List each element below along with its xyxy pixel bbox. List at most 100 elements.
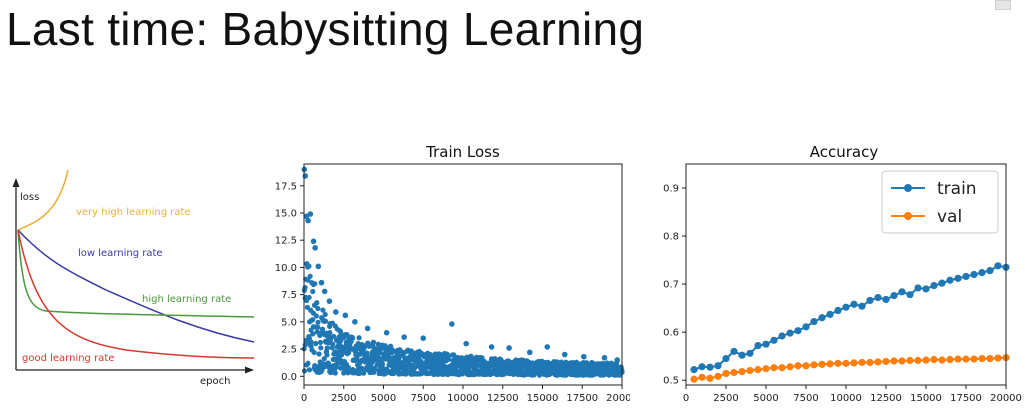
loss-point (342, 312, 349, 319)
loss-ytick-label: 0.0 (281, 372, 297, 383)
loss-point (310, 317, 316, 323)
train-point (786, 329, 794, 337)
loss-point (401, 334, 407, 340)
loss-ytick-label: 2.5 (281, 345, 297, 356)
train-line (693, 264, 1007, 371)
train-point (858, 302, 866, 310)
loss-xtick-label: 17500 (566, 393, 598, 404)
train-point (906, 291, 914, 299)
val-point (786, 363, 794, 371)
train-point (714, 362, 722, 370)
loss-point (315, 319, 321, 325)
train-point (722, 354, 730, 363)
train-loss-svg: Train Loss 0 2500 5000 7500 10000 12500 15000 1… (275, 143, 638, 404)
loss-point (375, 346, 381, 352)
loss-point (364, 325, 371, 332)
legend-train-marker (904, 184, 912, 192)
val-point (754, 366, 762, 374)
train-point (986, 267, 994, 275)
loss-point (310, 238, 317, 245)
loss-ytick-label: 17.5 (275, 181, 297, 192)
loss-point (506, 345, 512, 351)
loss-point (449, 321, 455, 327)
train-point (826, 310, 834, 318)
train-point (698, 363, 706, 371)
low-lr-curve (17, 229, 255, 343)
val-point (922, 356, 930, 364)
acc-ytick-label: 0.6 (663, 328, 679, 339)
high-lr-curve (17, 229, 255, 318)
sketch-y-arrow (12, 178, 20, 187)
val-point (890, 357, 898, 365)
train-point (890, 292, 898, 300)
val-point (778, 364, 786, 372)
train-point (946, 276, 954, 284)
loss-point (310, 288, 316, 295)
loss-point (330, 341, 336, 347)
loss-point (308, 339, 314, 345)
loss-point (306, 367, 313, 373)
loss-point (345, 364, 352, 371)
loss-point (375, 341, 381, 347)
loss-point (319, 326, 326, 332)
train-point (866, 296, 874, 305)
val-point (698, 373, 706, 381)
val-point (906, 356, 914, 365)
acc-xtick-label: 10000 (830, 393, 862, 404)
loss-point (445, 354, 451, 360)
loss-point (315, 305, 321, 312)
sketch-x-label: epoch (200, 376, 230, 387)
val-point (770, 364, 778, 372)
loss-point (326, 298, 333, 304)
loss-point (302, 173, 309, 179)
val-point (946, 355, 954, 364)
loss-point (306, 294, 312, 301)
loss-point (354, 357, 360, 363)
loss-point (305, 277, 311, 283)
val-point (986, 354, 994, 363)
loss-point (420, 335, 427, 341)
loss-point (302, 284, 308, 291)
loss-ytick-label: 10.0 (275, 263, 297, 274)
train-point (938, 279, 946, 287)
loss-point (310, 331, 316, 337)
val-point (746, 366, 754, 375)
loss-point (318, 345, 324, 351)
loss-point (349, 334, 355, 340)
train-point (978, 268, 986, 277)
loss-point (318, 279, 325, 286)
train-point (930, 281, 938, 290)
legend-train-label: train (937, 179, 977, 199)
loss-point (327, 329, 333, 336)
loss-point (312, 281, 318, 287)
loss-xtick-label: 0 (301, 393, 307, 404)
train-loss-marks (301, 166, 625, 378)
train-point (706, 363, 714, 371)
train-point (818, 314, 826, 322)
loss-point (356, 335, 362, 341)
loss-point (321, 356, 327, 362)
loss-xtick-label: 12500 (487, 393, 519, 404)
val-line (693, 356, 1007, 381)
val-point (858, 358, 866, 367)
loss-xtick-label: 5000 (371, 393, 396, 404)
val-point (962, 355, 970, 363)
sketch-y-label: loss (20, 192, 39, 203)
loss-frame (303, 163, 623, 386)
val-point (818, 360, 826, 368)
loss-xtick-label: 7500 (411, 393, 436, 404)
loss-point (306, 263, 312, 269)
val-point (690, 375, 698, 383)
val-point (794, 362, 802, 370)
learning-rate-sketch-svg: loss epoch very high learning rate low l… (12, 169, 255, 387)
train-point (962, 272, 970, 281)
train-point (770, 336, 778, 344)
good-lr-label: good learning rate (22, 353, 114, 364)
loss-xtick-label: 15000 (527, 393, 559, 404)
loss-point (305, 360, 311, 366)
train-point (802, 323, 810, 331)
train-point (778, 332, 786, 340)
loss-xtick-label: 2500 (331, 393, 356, 404)
loss-point (366, 343, 372, 349)
acc-xtick-label: 5000 (753, 393, 778, 404)
